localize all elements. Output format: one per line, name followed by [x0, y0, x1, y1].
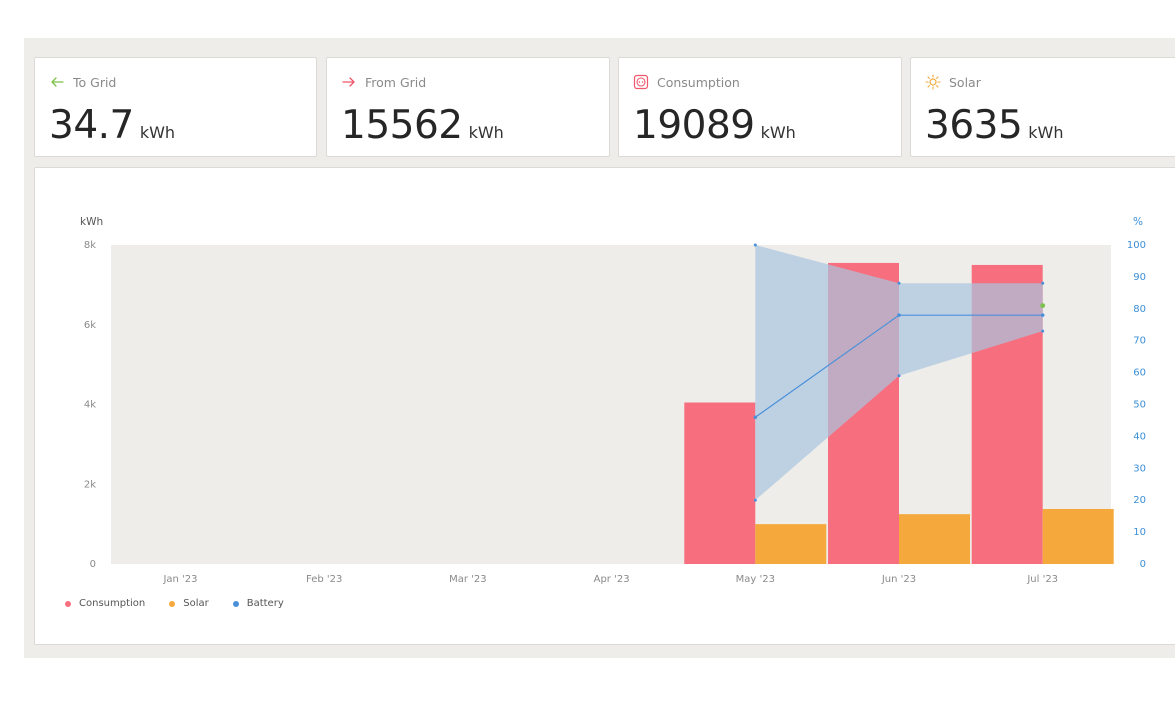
legend-label-solar: Solar: [183, 598, 209, 609]
dashboard-panel: To Grid 34.7 kWh From Grid 15562 kWh Consu…: [24, 38, 1175, 658]
to-grid-label: To Grid: [73, 74, 117, 90]
battery-point-may-23: [753, 415, 758, 420]
consumption-value: 19089: [633, 103, 755, 148]
y2-tick-label: 40: [1133, 431, 1146, 442]
y2-tick-label: 20: [1133, 495, 1146, 506]
y-tick-label: 8k: [84, 240, 96, 251]
solar-value-row: 3635 kWh: [925, 103, 1064, 148]
arrow-left-icon: [51, 77, 64, 87]
y2-tick-label: 70: [1133, 336, 1146, 347]
solar-bar-jul-23: [1042, 508, 1114, 564]
from-grid-value: 15562: [341, 103, 463, 148]
from-grid-unit: kWh: [468, 123, 504, 142]
to-grid-card[interactable]: To Grid 34.7 kWh: [34, 57, 317, 157]
battery-point-jul-23: [1040, 313, 1045, 317]
solar-label: Solar: [949, 74, 981, 90]
legend-label-battery: Battery: [246, 598, 284, 609]
battery-max-point-jun-23: [897, 281, 901, 285]
y2-tick-label: 80: [1133, 304, 1146, 315]
arrow-right-icon: [342, 77, 355, 87]
consumption-card[interactable]: Consumption 19089 kWh: [618, 57, 902, 157]
x-tick-label: Apr '23: [594, 574, 630, 585]
x-tick-label: Feb '23: [306, 574, 342, 585]
energy-chart[interactable]: 0 2k 4k 6k 8k kWh 0 10 20 30 40 50 60 70 80 90 100% Jan '…: [35, 168, 1175, 646]
solar-unit: kWh: [1028, 123, 1064, 142]
y2-axis-label: %: [1133, 216, 1143, 228]
battery-min-point-may-23: [753, 498, 757, 502]
consumption-value-row: 19089 kWh: [633, 103, 796, 148]
consumption-label: Consumption: [657, 74, 740, 90]
x-tick-label: Jul '23: [1026, 574, 1058, 585]
highlight-marker-0: [1040, 303, 1046, 309]
battery-point-jun-23: [897, 313, 901, 317]
y2-tick-label: 0: [1140, 559, 1146, 570]
sun-icon: [925, 74, 941, 90]
legend-dot-solar: [169, 600, 176, 607]
x-tick-label: Jun '23: [881, 574, 916, 585]
y2-tick-label: 10: [1133, 527, 1146, 538]
y2-tick-label: 50: [1133, 400, 1146, 411]
solar-value: 3635: [925, 103, 1023, 148]
y-tick-label: 4k: [84, 400, 96, 411]
from-grid-value-row: 15562 kWh: [341, 103, 504, 148]
y-tick-label: 2k: [84, 479, 96, 490]
from-grid-label: From Grid: [365, 74, 427, 90]
legend-item-battery[interactable]: Battery: [232, 598, 284, 609]
y-axis-label: kWh: [80, 216, 103, 228]
y2-tick-label: 30: [1133, 463, 1146, 474]
y2-tick-label: 100: [1127, 240, 1146, 251]
consumption-bar-may-23: [684, 402, 756, 564]
to-grid-value: 34.7: [49, 103, 134, 148]
solar-header: Solar: [925, 74, 981, 90]
from-grid-header: From Grid: [341, 74, 426, 90]
from-grid-card[interactable]: From Grid 15562 kWh: [326, 57, 610, 157]
to-grid-unit: kWh: [139, 123, 176, 142]
x-tick-label: Jan '23: [162, 574, 197, 585]
battery-max-point-may-23: [753, 243, 757, 247]
battery-range-band: [755, 245, 1043, 501]
y2-tick-label: 60: [1133, 368, 1146, 379]
battery-min-point-jul-23: [1041, 329, 1045, 333]
solar-bar-jun-23: [899, 514, 970, 564]
to-grid-header: To Grid: [49, 74, 116, 90]
x-tick-label: Mar '23: [449, 574, 487, 585]
solar-card[interactable]: Solar 3635 kWh: [910, 57, 1175, 157]
consumption-unit: kWh: [760, 123, 796, 142]
to-grid-value-row: 34.7 kWh: [49, 103, 175, 148]
socket-icon: [633, 74, 649, 90]
y-tick-label: 0: [90, 559, 96, 570]
battery-max-point-jul-23: [1041, 281, 1045, 285]
legend-item-consumption[interactable]: Consumption: [65, 598, 145, 609]
legend-dot-battery: [232, 600, 239, 607]
energy-chart-card: 0 2k 4k 6k 8k kWh 0 10 20 30 40 50 60 70 80 90 100% Jan '…: [34, 167, 1175, 645]
battery-min-point-jun-23: [897, 374, 901, 378]
solar-bar-may-23: [755, 524, 827, 564]
x-tick-label: May '23: [736, 574, 775, 585]
y-tick-label: 6k: [84, 320, 96, 331]
consumption-header: Consumption: [633, 74, 740, 90]
y2-tick-label: 90: [1133, 272, 1146, 283]
legend-label-consumption: Consumption: [79, 598, 146, 609]
chart-legend: Consumption Solar Battery: [65, 598, 284, 609]
legend-dot-consumption: [65, 600, 71, 607]
legend-item-solar[interactable]: Solar: [169, 598, 209, 609]
